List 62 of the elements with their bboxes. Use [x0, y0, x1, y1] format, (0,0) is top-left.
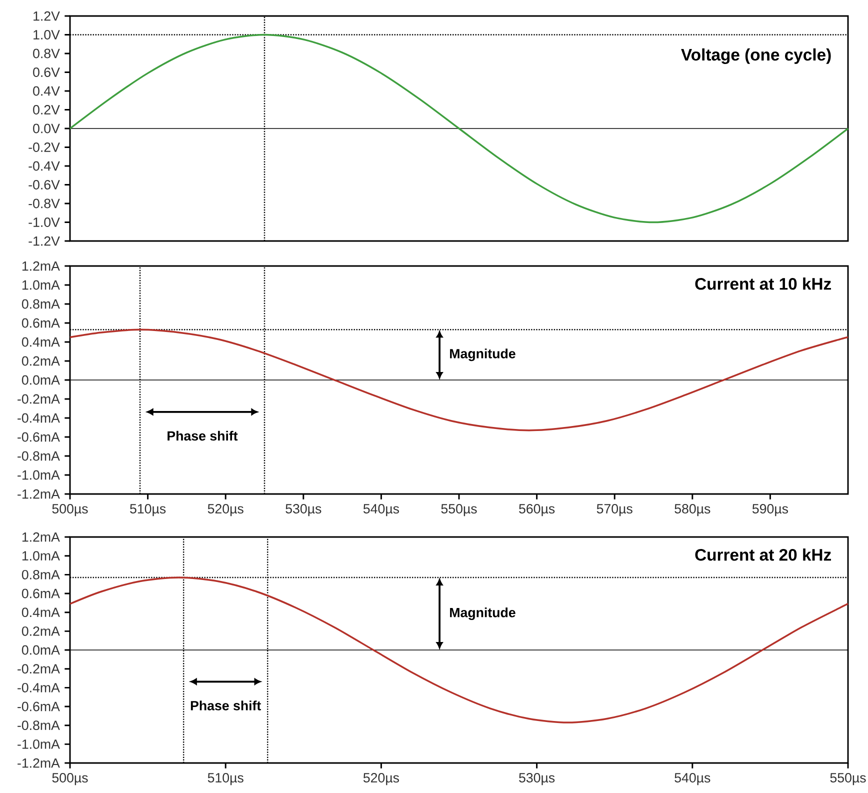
y-tick-label: -0.8mA	[18, 451, 60, 461]
y-tick-label: 0.6V	[33, 68, 60, 77]
y-tick-label: -0.2mA	[18, 394, 60, 404]
y-tick-label: 0.0mA	[22, 375, 60, 385]
y-tick-label: 0.2mA	[22, 626, 60, 636]
x-tick-label: 570µs	[596, 504, 632, 516]
annotation: Phase shift	[190, 700, 261, 710]
y-tick-label: 0.8mA	[22, 299, 60, 309]
x-tick-label: 580µs	[674, 504, 710, 516]
x-tick-label: 510µs	[208, 773, 244, 786]
y-tick-label: 0.8mA	[22, 570, 60, 580]
x-tick-label: 520µs	[208, 504, 244, 516]
x-tick-label: 530µs	[286, 504, 322, 516]
y-tick-label: 0.4mA	[22, 608, 60, 618]
x-tick-label: 500µs	[52, 504, 88, 516]
y-tick-label: 0.6mA	[22, 588, 60, 598]
y-tick-label: 0.0V	[33, 124, 60, 134]
x-tick-label: 520µs	[363, 773, 400, 786]
y-tick-label: -1.2mA	[18, 758, 60, 768]
y-tick-label: 0.4V	[33, 86, 60, 96]
y-tick-label: 0.6mA	[22, 318, 60, 328]
y-tick-label: 1.2mA	[22, 261, 60, 271]
x-tick-label: 540µs	[674, 773, 710, 786]
y-tick-label: -1.2V	[28, 236, 60, 246]
y-tick-label: -0.4mA	[18, 413, 60, 423]
y-tick-label: 0.4mA	[22, 337, 60, 347]
annotation: Phase shift	[168, 430, 238, 441]
annotation: Magnitude	[450, 348, 516, 362]
y-tick-label: 1.0V	[34, 30, 60, 40]
y-tick-label: -0.4mA	[18, 682, 60, 692]
y-tick-label: -1.2mA	[18, 489, 60, 499]
x-tick-label: 510µs	[130, 504, 166, 516]
y-tick-label: -0.4V	[28, 161, 60, 171]
y-tick-label: 1.2mA	[22, 532, 60, 542]
y-tick-label: -1.0mA	[18, 470, 60, 480]
y-tick-label: 1.2V	[34, 11, 60, 21]
y-tick-label: -0.2mA	[18, 664, 60, 674]
y-tick-label: 0.0mA	[22, 645, 60, 655]
text: Voltage (one cycle)	[681, 48, 831, 64]
x-tick-label: 500µs	[52, 773, 88, 786]
x-tick-label: 550µs	[830, 773, 866, 786]
y-tick-label: -1.0V	[28, 218, 60, 227]
x-tick-label: 560µs	[519, 504, 555, 516]
y-tick-label: -0.8V	[28, 198, 60, 208]
x-tick-label: 530µs	[519, 773, 555, 786]
y-tick-label: 0.8V	[33, 48, 60, 58]
x-tick-label: 590µs	[752, 504, 788, 516]
y-tick-label: -0.6mA	[18, 702, 60, 712]
annotation: Magnitude	[450, 608, 516, 620]
x-tick-label: 550µs	[441, 504, 477, 516]
text: Current at 10 kHz	[695, 278, 831, 290]
text: Current at 20 kHz	[695, 548, 831, 561]
y-tick-label: -0.6V	[28, 180, 60, 190]
x-tick-label: 540µs	[363, 504, 400, 516]
y-tick-label: 1.0mA	[22, 280, 60, 290]
y-tick-label: -0.6mA	[18, 432, 60, 442]
y-tick-label: -0.8mA	[18, 720, 60, 730]
y-tick-label: -1.0mA	[18, 739, 60, 749]
y-tick-label: 0.2V	[33, 105, 60, 114]
y-tick-label: 0.2mA	[22, 356, 60, 366]
y-tick-label: -0.2V	[28, 142, 60, 152]
y-tick-label: 1.0mA	[22, 551, 60, 561]
